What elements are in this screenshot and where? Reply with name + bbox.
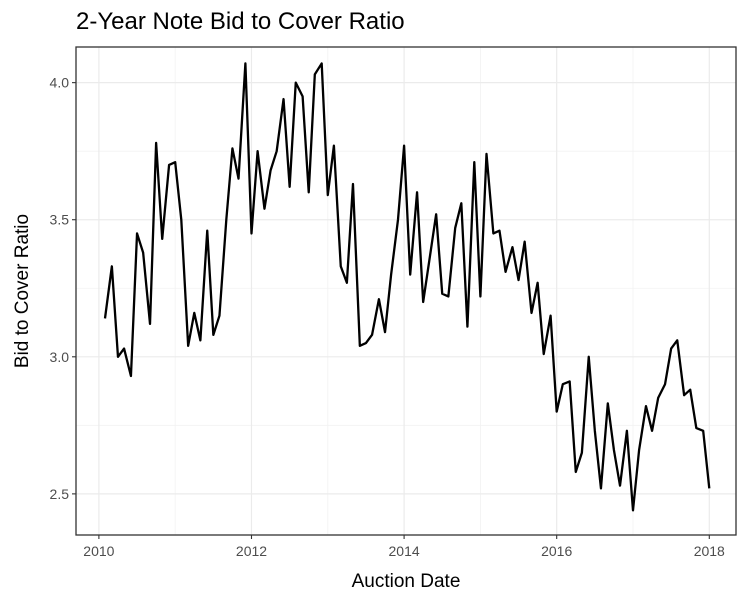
y-axis-title: Bid to Cover Ratio bbox=[12, 214, 33, 368]
y-tick-label: 3.0 bbox=[50, 349, 70, 365]
y-tick-label: 3.5 bbox=[50, 212, 70, 228]
x-tick-label: 2010 bbox=[83, 543, 114, 559]
x-axis-title: Auction Date bbox=[352, 571, 461, 592]
y-tick-label: 2.5 bbox=[50, 486, 70, 502]
series-line bbox=[103, 62, 711, 512]
x-tick-label: 2014 bbox=[389, 543, 420, 559]
y-tick-label: 4.0 bbox=[50, 75, 70, 91]
x-tick-label: 2018 bbox=[694, 543, 725, 559]
major-gridlines bbox=[76, 47, 736, 535]
chart-title: 2-Year Note Bid to Cover Ratio bbox=[76, 8, 405, 35]
x-tick-label: 2016 bbox=[541, 543, 572, 559]
series-layer bbox=[103, 62, 711, 512]
y-axis: 2.5 3.0 3.5 4.0 bbox=[50, 75, 76, 502]
x-tick-label: 2012 bbox=[236, 543, 267, 559]
plot-border bbox=[75, 46, 737, 536]
x-axis: 2010 2012 2014 2016 2018 bbox=[83, 535, 725, 559]
